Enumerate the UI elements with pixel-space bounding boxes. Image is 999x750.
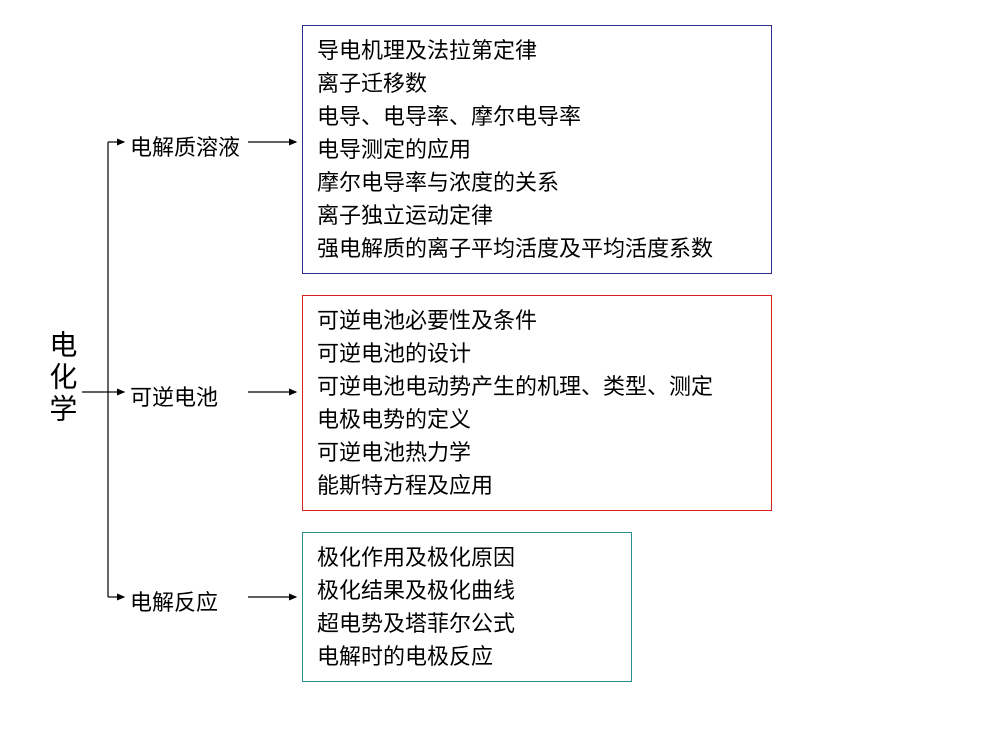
- detail-line: 超电势及塔菲尔公式: [317, 607, 617, 640]
- detail-line: 可逆电池电动势产生的机理、类型、测定: [317, 370, 757, 403]
- detail-line: 强电解质的离子平均活度及平均活度系数: [317, 232, 757, 265]
- detail-line: 电极电势的定义: [317, 403, 757, 436]
- detail-line: 可逆电池热力学: [317, 436, 757, 469]
- root-title: 电化学: [42, 330, 78, 426]
- detail-line: 电导、电导率、摩尔电导率: [317, 100, 757, 133]
- detail-line: 极化作用及极化原因: [317, 541, 617, 574]
- detail-line: 离子迁移数: [317, 67, 757, 100]
- detail-line: 电解时的电极反应: [317, 640, 617, 673]
- detail-line: 导电机理及法拉第定律: [317, 34, 757, 67]
- detail-line: 离子独立运动定律: [317, 199, 757, 232]
- detail-box-electrolysis: 极化作用及极化原因 极化结果及极化曲线 超电势及塔菲尔公式 电解时的电极反应: [302, 532, 632, 682]
- branch-label-reversible: 可逆电池: [130, 380, 218, 412]
- detail-line: 能斯特方程及应用: [317, 469, 757, 502]
- detail-line: 极化结果及极化曲线: [317, 574, 617, 607]
- detail-line: 摩尔电导率与浓度的关系: [317, 166, 757, 199]
- branch-label-electrolyte: 电解质溶液: [130, 130, 240, 162]
- branch-label-electrolysis: 电解反应: [130, 585, 218, 617]
- detail-box-reversible: 可逆电池必要性及条件 可逆电池的设计 可逆电池电动势产生的机理、类型、测定 电极…: [302, 295, 772, 511]
- detail-box-electrolyte: 导电机理及法拉第定律 离子迁移数 电导、电导率、摩尔电导率 电导测定的应用 摩尔…: [302, 25, 772, 274]
- detail-line: 可逆电池的设计: [317, 337, 757, 370]
- detail-line: 可逆电池必要性及条件: [317, 304, 757, 337]
- detail-line: 电导测定的应用: [317, 133, 757, 166]
